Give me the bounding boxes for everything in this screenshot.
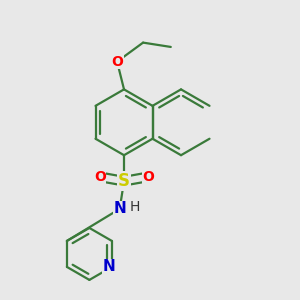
- Text: O: O: [142, 170, 154, 184]
- Text: N: N: [113, 201, 126, 216]
- Text: N: N: [103, 260, 116, 274]
- Text: O: O: [111, 55, 123, 69]
- Text: S: S: [118, 172, 130, 190]
- Text: O: O: [94, 170, 106, 184]
- Text: H: H: [130, 200, 140, 214]
